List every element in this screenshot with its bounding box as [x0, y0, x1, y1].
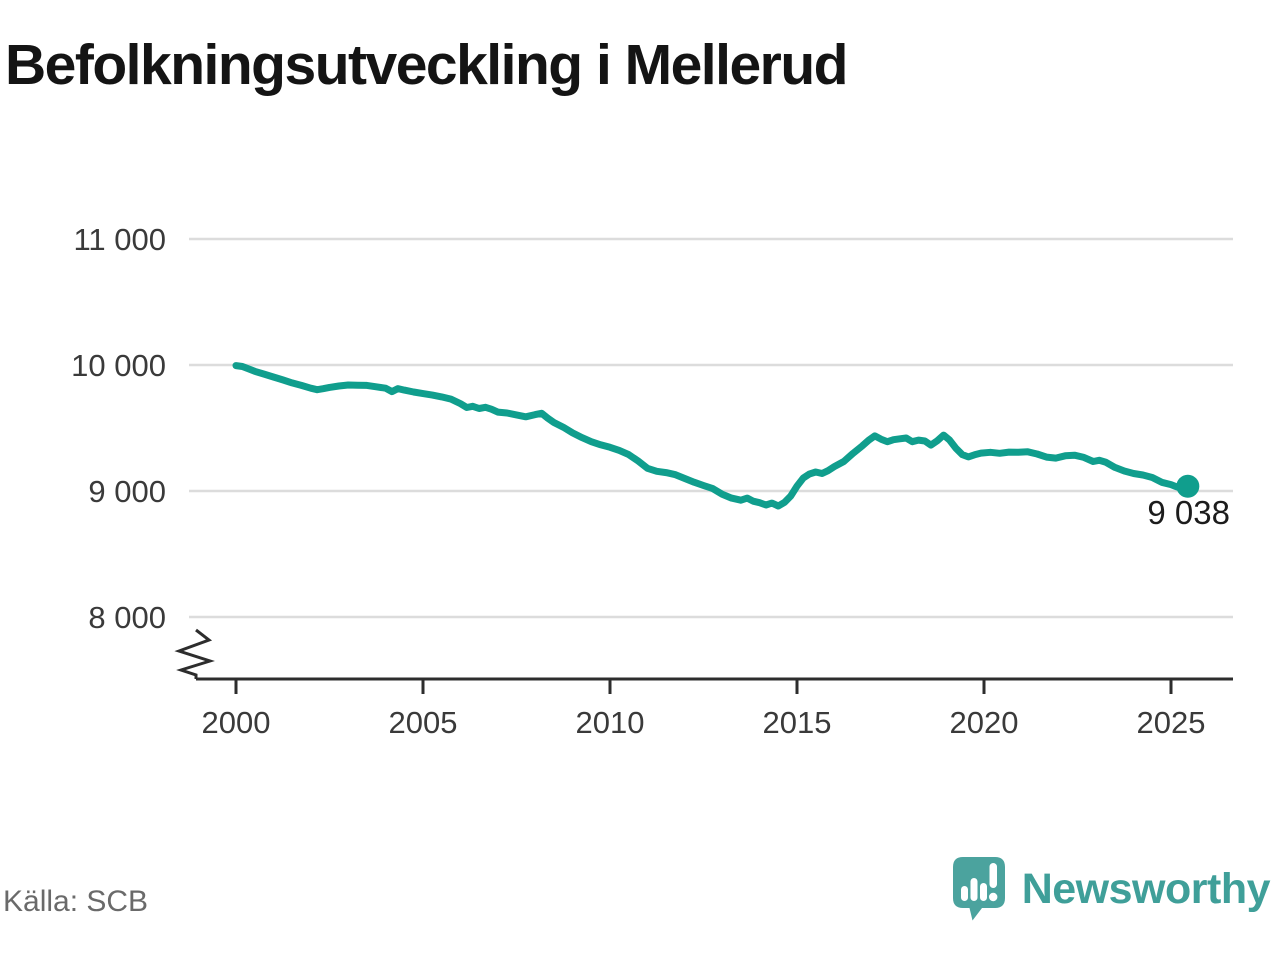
x-axis-tick-label: 2005 [389, 705, 458, 740]
speech-bubble-bar-chart-icon [952, 857, 1005, 921]
brand-lockup: Newsworthy [952, 856, 1271, 922]
end-point-dot [1176, 474, 1200, 498]
latest-value-label: 9 038 [1147, 494, 1230, 531]
chart-title: Befolkningsutveckling i Mellerud [5, 33, 849, 97]
brand-name: Newsworthy [1021, 864, 1271, 913]
x-axis-tick-label: 2010 [576, 705, 645, 740]
y-axis-tick-label: 8 000 [88, 600, 166, 635]
x-axis-tick-label: 2025 [1137, 705, 1206, 740]
y-axis-tick-label: 9 000 [88, 474, 166, 509]
population-line [232, 362, 1192, 510]
x-axis-tick-label: 2000 [202, 705, 271, 740]
x-axis-tick-label: 2015 [763, 705, 832, 740]
x-axis-tick-label: 2020 [950, 705, 1019, 740]
source-text: Källa: SCB [3, 885, 149, 918]
y-axis-tick-label: 11 000 [73, 222, 166, 257]
axis-break-icon [174, 628, 215, 679]
y-axis-tick-label: 10 000 [71, 348, 166, 383]
